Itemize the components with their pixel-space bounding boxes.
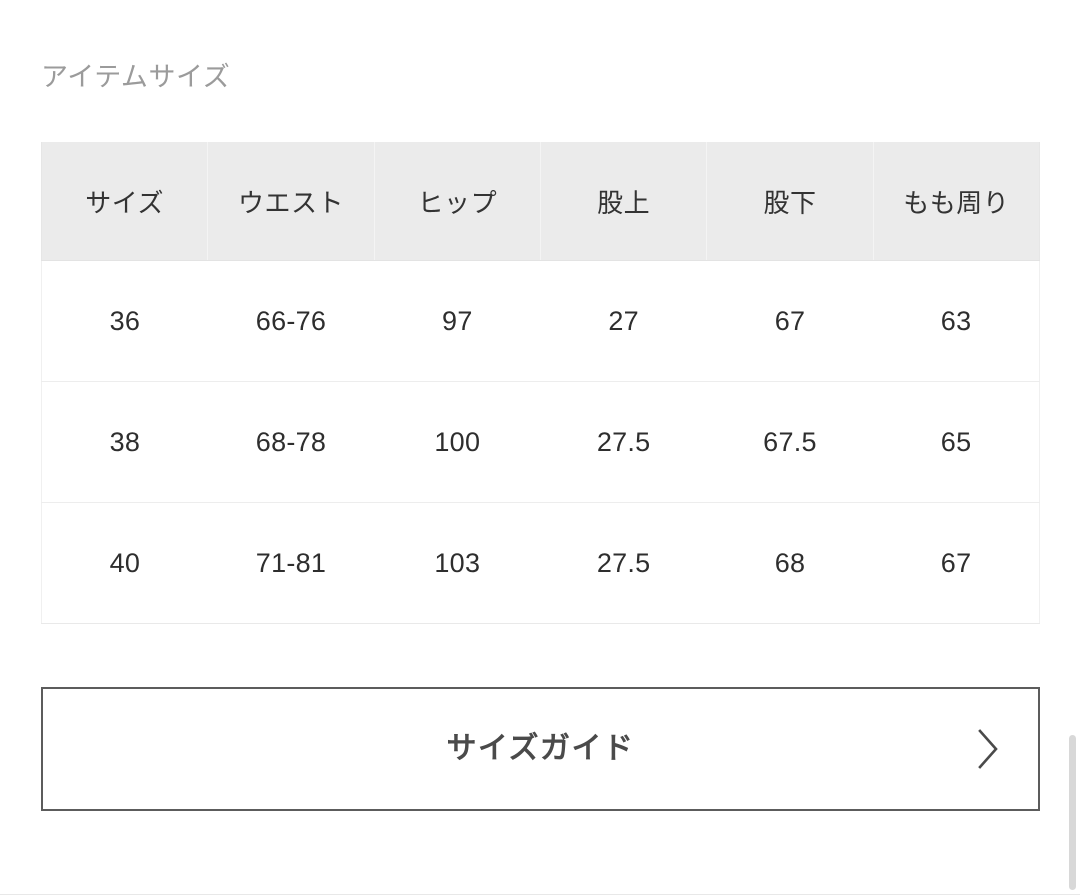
size-table-container: サイズ ウエスト ヒップ 股上 股下 もも周り 36 66-76 97 27 6… <box>40 142 1041 624</box>
cell-size: 40 <box>40 502 208 624</box>
cell-waist: 71-81 <box>207 502 375 624</box>
column-header-inseam: 股下 <box>706 142 874 261</box>
column-header-hip: ヒップ <box>374 142 541 261</box>
cell-waist: 68-78 <box>207 381 375 503</box>
cell-hip: 103 <box>374 502 541 624</box>
column-header-rise: 股上 <box>540 142 708 261</box>
cell-waist: 66-76 <box>207 260 375 382</box>
column-header-size: サイズ <box>40 142 209 261</box>
cell-thigh: 65 <box>873 381 1041 503</box>
cell-thigh: 63 <box>873 260 1041 382</box>
cell-inseam: 68 <box>706 502 874 624</box>
cell-hip: 100 <box>374 381 541 503</box>
table-row: 36 66-76 97 27 67 63 <box>40 260 1041 382</box>
column-header-waist: ウエスト <box>207 142 375 261</box>
cell-rise: 27 <box>540 260 707 382</box>
table-header-row: サイズ ウエスト ヒップ 股上 股下 もも周り <box>40 142 1041 261</box>
cell-hip: 97 <box>374 260 541 382</box>
size-guide-button[interactable]: サイズガイド <box>41 687 1040 811</box>
size-table-body: 36 66-76 97 27 67 63 38 68-78 100 27.5 6… <box>40 260 1041 624</box>
column-header-thigh: もも周り <box>873 142 1041 261</box>
cell-rise: 27.5 <box>540 502 707 624</box>
cell-inseam: 67.5 <box>706 381 874 503</box>
size-table-header: サイズ ウエスト ヒップ 股上 股下 もも周り <box>40 142 1041 261</box>
item-size-table: サイズ ウエスト ヒップ 股上 股下 もも周り 36 66-76 97 27 6… <box>40 142 1041 624</box>
size-guide-label: サイズガイド <box>446 732 635 765</box>
cell-thigh: 67 <box>873 502 1041 624</box>
table-row: 40 71-81 103 27.5 68 67 <box>40 502 1041 624</box>
cell-size: 38 <box>40 381 208 503</box>
scrollbar-thumb[interactable] <box>1069 735 1076 890</box>
page-scrollbar[interactable] <box>1066 0 1080 895</box>
table-row: 38 68-78 100 27.5 67.5 65 <box>40 381 1041 503</box>
cell-inseam: 67 <box>706 260 874 382</box>
cell-rise: 27.5 <box>540 381 707 503</box>
cell-size: 36 <box>40 260 208 382</box>
chevron-right-icon <box>974 727 1002 771</box>
page-title: アイテムサイズ <box>41 62 231 92</box>
